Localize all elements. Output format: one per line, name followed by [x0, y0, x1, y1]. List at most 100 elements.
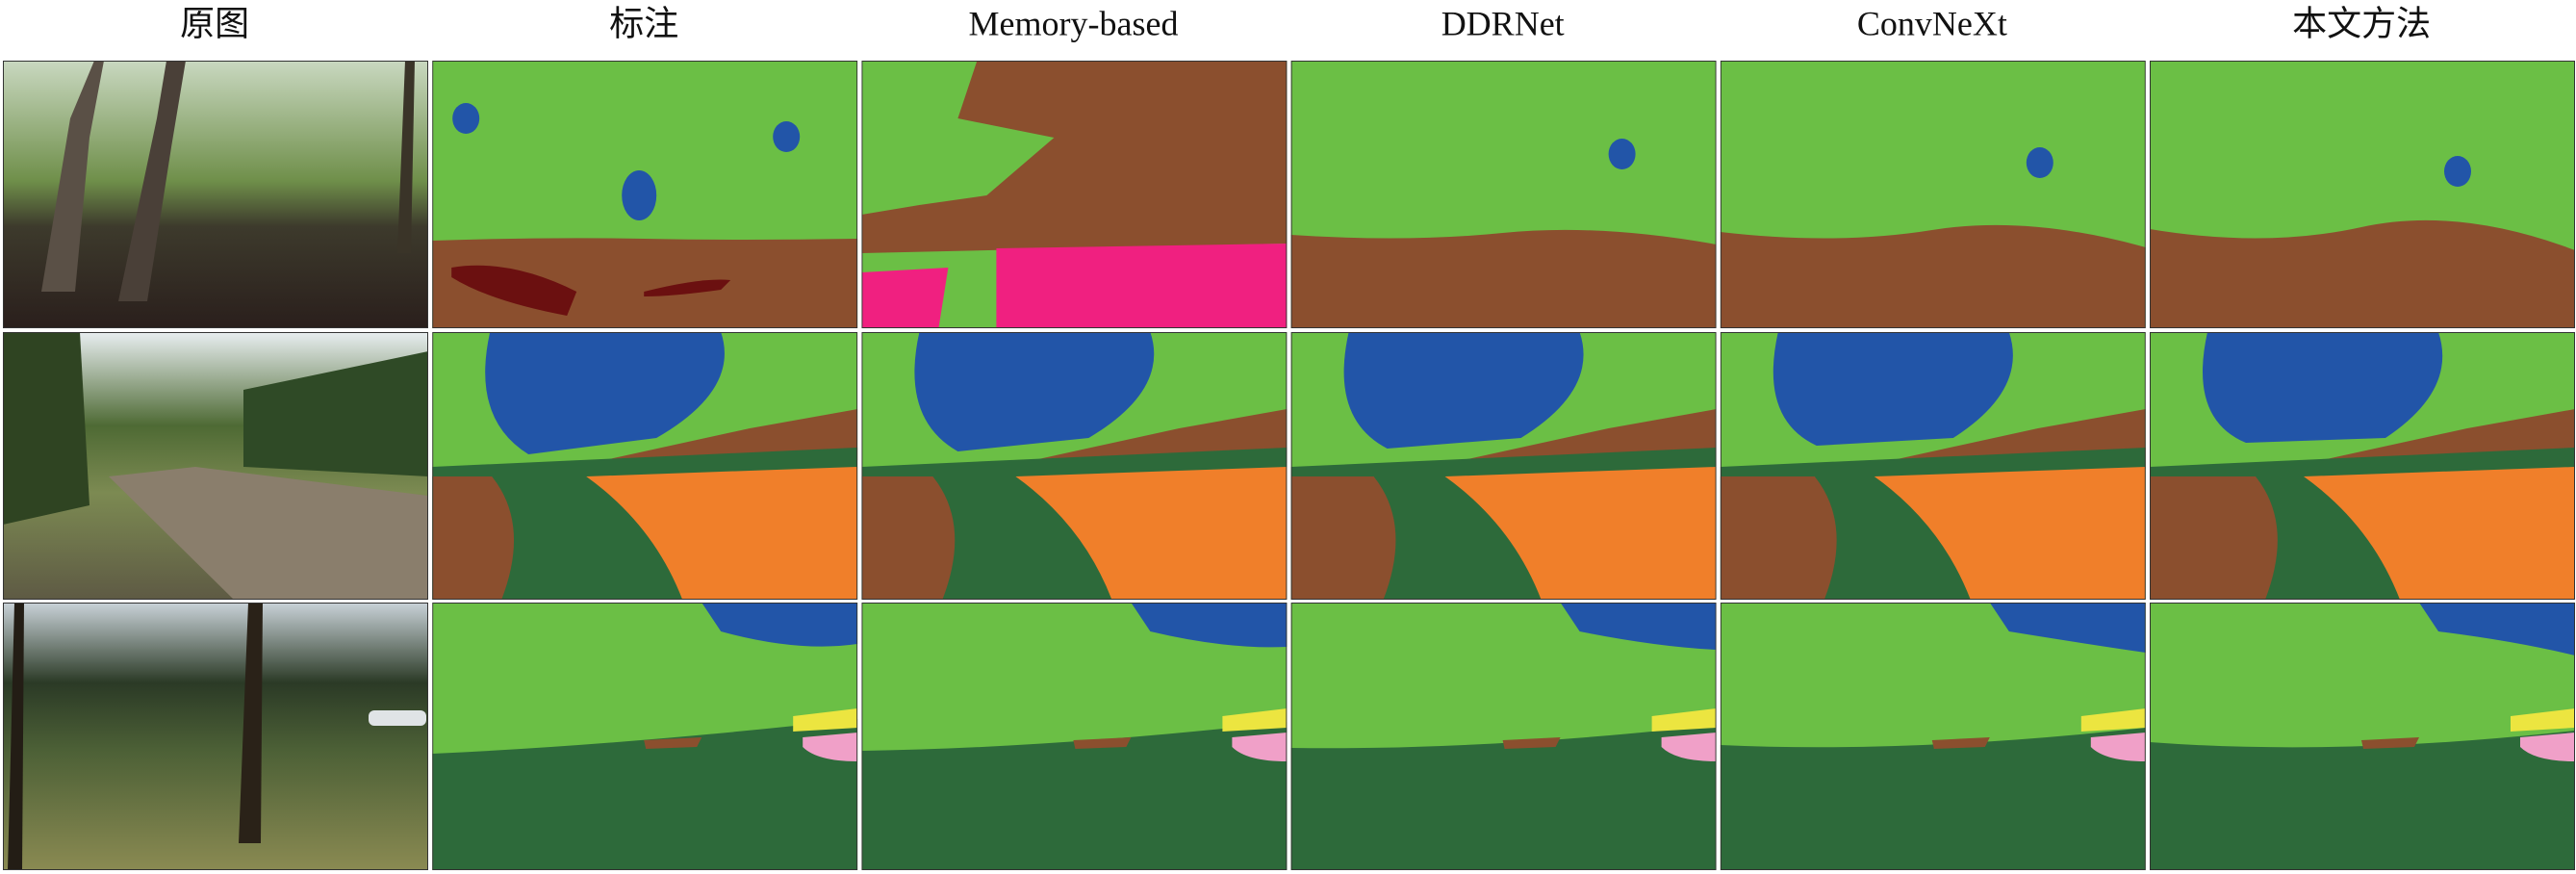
- seg-region: [2444, 156, 2471, 187]
- seg-region: [861, 268, 949, 328]
- image-panel: [861, 603, 1288, 870]
- image-panel: [1720, 61, 2146, 328]
- seg-region: [1989, 603, 2146, 653]
- car: [369, 710, 426, 726]
- tree-trunk: [118, 61, 186, 301]
- panel-border: [861, 332, 1288, 600]
- seg-region: [1343, 332, 1584, 449]
- seg-region: [1444, 467, 1717, 600]
- seg-region: [861, 476, 956, 600]
- panel-border: [432, 61, 858, 328]
- panel-border: [3, 61, 428, 328]
- seg-region: [996, 244, 1288, 328]
- seg-region: [432, 476, 515, 600]
- seg-region: [432, 719, 858, 870]
- photo-bg: [3, 603, 428, 870]
- seg-region: [1651, 708, 1717, 732]
- seg-region: [1015, 467, 1288, 600]
- panel-border: [1720, 332, 2146, 600]
- seg-region: [2419, 603, 2575, 656]
- tree-trunk: [239, 603, 263, 843]
- image-panel: [861, 332, 1288, 600]
- seg-region: [1720, 224, 2146, 328]
- seg-region: [2520, 733, 2575, 761]
- seg-region: [1502, 737, 1561, 749]
- panel-border: [3, 603, 428, 870]
- image-panel: [3, 61, 428, 328]
- gravel-path: [109, 467, 428, 600]
- image-panel: [3, 603, 428, 870]
- seg-region: [452, 103, 480, 134]
- image-panel: [2150, 61, 2575, 328]
- tree-trunk: [41, 61, 104, 292]
- seg-region: [1290, 476, 1396, 600]
- column-header: Memory-based: [969, 4, 1179, 42]
- image-panel: [3, 332, 428, 600]
- seg-region: [644, 737, 702, 749]
- seg-region: [2150, 219, 2575, 328]
- seg-region: [2090, 733, 2146, 761]
- seg-region: [793, 708, 858, 732]
- seg-region: [2203, 332, 2443, 443]
- seg-region: [2150, 731, 2575, 870]
- image-panel: [432, 332, 858, 600]
- seg-region: [644, 279, 731, 296]
- seg-region: [1073, 737, 1132, 749]
- seg-region: [1560, 603, 1717, 650]
- column-header: 原图: [180, 4, 249, 42]
- seg-region: [622, 170, 657, 220]
- panel-border: [1720, 61, 2146, 328]
- panel-border: [432, 603, 858, 870]
- panel-border: [1720, 603, 2146, 870]
- image-panel: [1290, 332, 1717, 600]
- seg-region: [1773, 332, 2013, 446]
- seg-region: [1608, 139, 1636, 169]
- seg-region: [1931, 737, 1990, 749]
- seg-region: [451, 265, 577, 316]
- image-panel: [1720, 603, 2146, 870]
- seg-region: [1131, 603, 1288, 648]
- seg-region: [1874, 467, 2146, 600]
- panel-border: [861, 61, 1288, 328]
- image-panel: [1290, 603, 1717, 870]
- seg-region: [2026, 147, 2053, 178]
- tree-trunk: [397, 61, 415, 253]
- panel-border: [1290, 332, 1717, 600]
- panel-border: [3, 332, 428, 600]
- image-panel: [2150, 332, 2575, 600]
- seg-region: [586, 467, 858, 600]
- panel-border: [1290, 61, 1717, 328]
- image-panel: [1720, 332, 2146, 600]
- seg-region: [2304, 467, 2575, 600]
- seg-region: [2361, 737, 2419, 749]
- seg-region: [485, 332, 725, 454]
- seg-region: [1661, 733, 1717, 761]
- seg-region: [1222, 708, 1288, 732]
- column-header: 标注: [609, 4, 678, 42]
- seg-region: [1232, 733, 1288, 761]
- image-panel: [432, 61, 858, 328]
- seg-region: [861, 61, 1288, 253]
- seg-region: [701, 603, 858, 647]
- seg-region: [2080, 708, 2146, 732]
- seg-region: [914, 332, 1155, 451]
- column-header: DDRNet: [1441, 4, 1565, 42]
- column-header: ConvNeXt: [1857, 4, 2007, 42]
- seg-region: [803, 733, 858, 761]
- tree-trunk: [8, 603, 24, 870]
- seg-region: [2511, 708, 2575, 732]
- tree-line: [3, 332, 89, 525]
- panel-border: [432, 332, 858, 600]
- image-panel: [1290, 61, 1717, 328]
- seg-region: [2150, 476, 2278, 600]
- seg-region: [773, 121, 801, 152]
- seg-region: [1720, 728, 2146, 870]
- panel-border: [1290, 603, 1717, 870]
- image-panel: [432, 603, 858, 870]
- seg-region: [861, 722, 1288, 870]
- tree-line: [243, 351, 428, 476]
- image-panel: [861, 61, 1288, 328]
- seg-region: [1720, 476, 1837, 600]
- seg-region: [1290, 725, 1717, 870]
